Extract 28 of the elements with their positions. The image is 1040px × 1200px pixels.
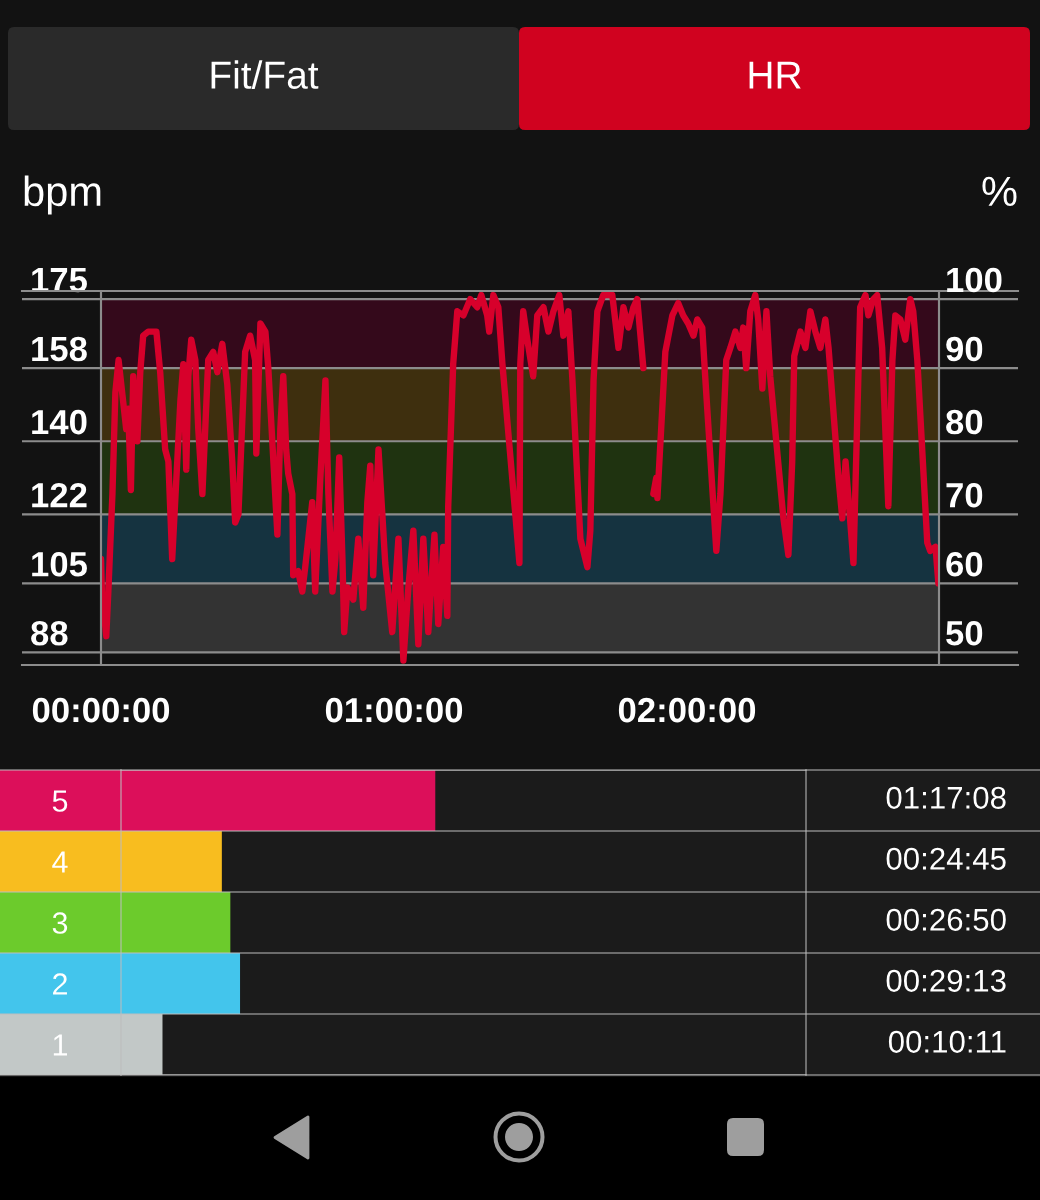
text: HR — [749, 61, 801, 89]
x-tick-label: 00:00:00 — [32, 697, 170, 723]
y2-axis-title: % — [982, 176, 1017, 207]
x-tick-label: 02:00:00 — [618, 697, 756, 723]
data-label: 01:17:08 — [886, 786, 1006, 809]
data-label: 00:26:50 — [886, 908, 1006, 931]
y-tick-label: 158 — [32, 336, 87, 362]
y-axis-title: bpm — [24, 175, 101, 215]
y2-tick-label: 50 — [946, 620, 983, 646]
y-tick-label: 3 — [52, 912, 68, 934]
y-tick-label: 140 — [32, 409, 87, 435]
data-label: 00:24:45 — [886, 847, 1006, 870]
y2-tick-label: 60 — [946, 551, 983, 577]
y-tick-label: 122 — [32, 482, 87, 508]
y-tick-label: 105 — [32, 551, 87, 577]
y-tick-label: 2 — [53, 973, 67, 995]
y2-tick-label: 80 — [946, 409, 983, 435]
data-label: 00:10:11 — [888, 1030, 1006, 1053]
data-label: 00:29:13 — [886, 969, 1006, 992]
y-tick-label: 4 — [52, 851, 68, 873]
y2-tick-label: 70 — [946, 482, 983, 508]
y-tick-label: 5 — [52, 790, 68, 812]
x-tick-label: 01:00:00 — [325, 697, 463, 723]
y-tick-label: 1 — [53, 1034, 68, 1056]
y-tick-label: 88 — [31, 620, 68, 646]
text: Fit/Fat — [211, 60, 319, 89]
y2-tick-label: 90 — [946, 336, 983, 362]
y2-tick-label: 100 — [947, 267, 1002, 293]
